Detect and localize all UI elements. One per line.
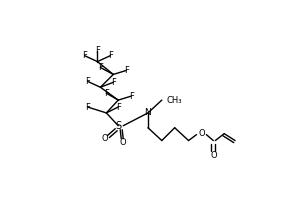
Text: F: F [116,103,121,111]
Text: O: O [120,138,127,147]
Text: F: F [129,92,133,101]
Text: F: F [104,89,109,98]
Text: O: O [210,151,217,160]
Text: F: F [85,103,90,111]
Text: S: S [115,121,121,131]
Text: F: F [82,51,87,60]
Text: F: F [98,63,103,72]
Text: F: F [111,78,116,87]
Text: F: F [95,46,100,55]
Text: CH₃: CH₃ [167,96,182,105]
Text: F: F [85,77,90,86]
Text: F: F [108,51,113,60]
Text: N: N [145,108,151,117]
Text: O: O [101,134,108,143]
Text: F: F [124,66,129,75]
Text: O: O [198,129,205,138]
